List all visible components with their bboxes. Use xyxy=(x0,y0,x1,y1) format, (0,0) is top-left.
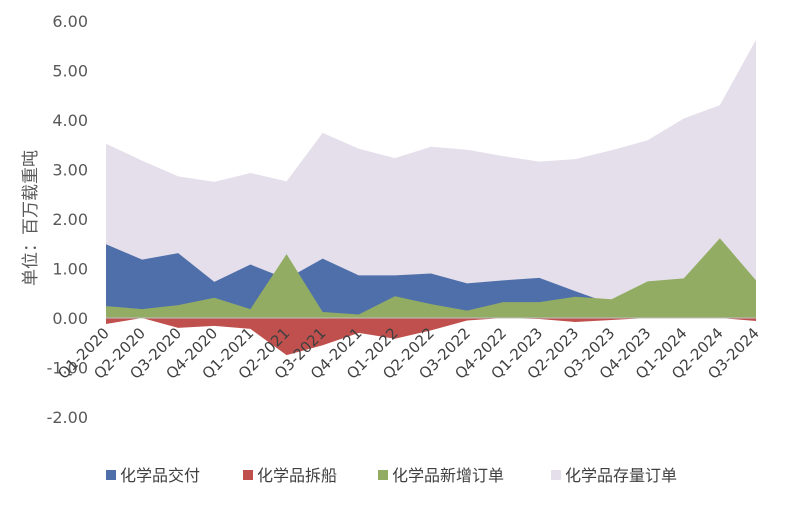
legend: 化学品交付 化学品拆船 化学品新增订单 化学品存量订单 xyxy=(106,466,677,485)
y-tick-label: 2.00 xyxy=(52,210,88,229)
legend-swatch xyxy=(243,470,253,480)
legend-swatch xyxy=(378,470,388,480)
y-tick-label: 1.00 xyxy=(52,260,88,279)
series-area-0 xyxy=(106,39,756,319)
areas-layer xyxy=(106,39,756,356)
legend-label: 化学品交付 xyxy=(120,466,200,485)
series-area-3 xyxy=(106,318,756,356)
y-tick-label: 6.00 xyxy=(52,12,88,31)
y-tick-label: 0.00 xyxy=(52,309,88,328)
y-tick-label: 4.00 xyxy=(52,111,88,130)
y-tick-label: -1.00 xyxy=(47,359,88,378)
legend-label: 化学品拆船 xyxy=(257,466,337,485)
series-area-2 xyxy=(106,238,756,318)
y-tick-labels: -2.00 -1.00 0.00 1.00 2.00 3.00 4.00 5.00 6.00 xyxy=(47,12,88,427)
legend-swatch xyxy=(106,470,116,480)
y-axis-label: 单位：百万载重吨 xyxy=(21,150,41,286)
y-tick-label: 3.00 xyxy=(52,161,88,180)
legend-label: 化学品存量订单 xyxy=(565,466,677,485)
y-tick-label: 5.00 xyxy=(52,62,88,81)
legend-swatch xyxy=(551,470,561,480)
legend-label: 化学品新增订单 xyxy=(392,466,504,485)
y-tick-label: -2.00 xyxy=(47,408,88,427)
